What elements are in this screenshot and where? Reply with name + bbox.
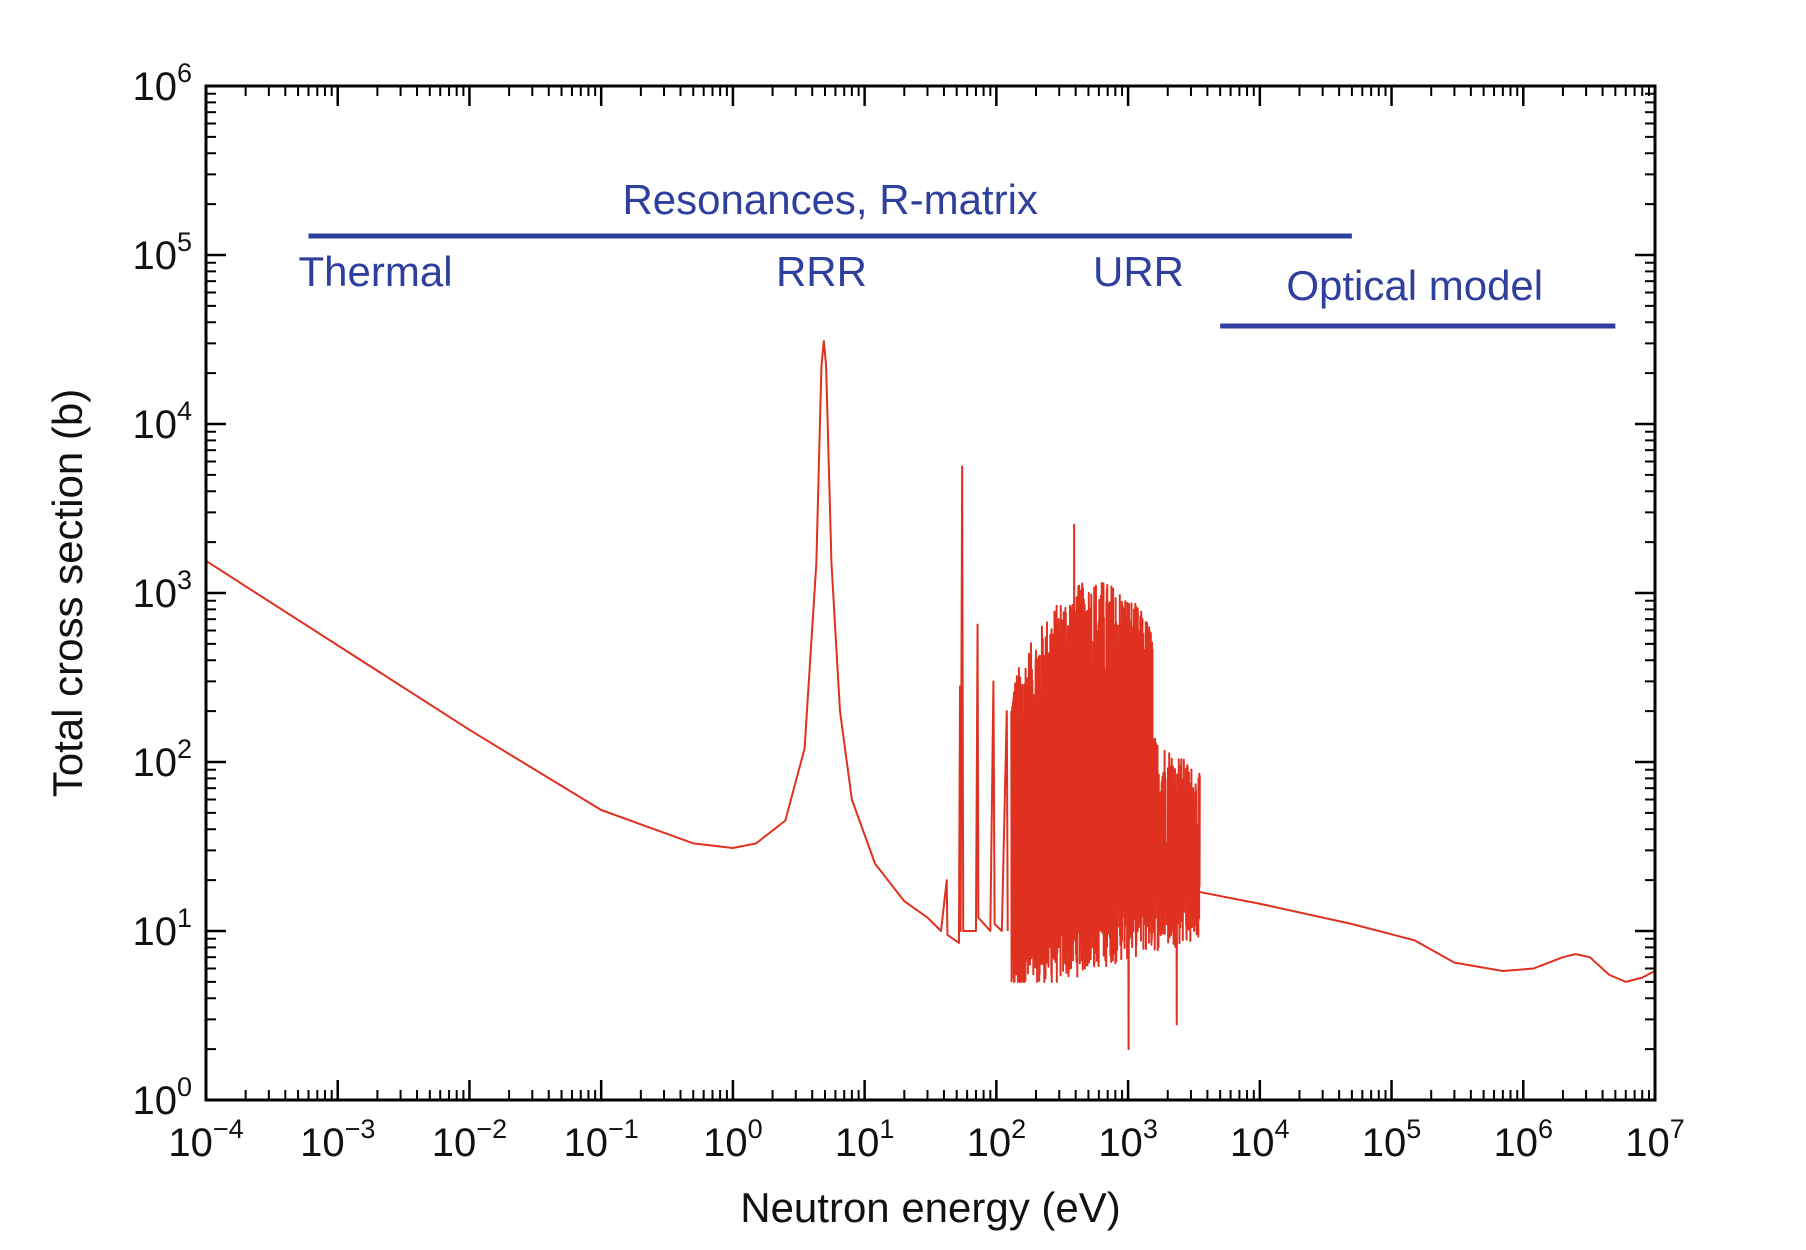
y-tick-label: 105 [132, 227, 192, 278]
x-tick-label: 102 [967, 1114, 1027, 1165]
rrr-label: RRR [776, 248, 867, 295]
x-tick-label: 10−2 [432, 1114, 507, 1165]
resonances-label: Resonances, R-matrix [622, 176, 1037, 223]
axis-ticks [204, 84, 1657, 1102]
cross-section-curve-layer [205, 339, 1656, 1051]
y-tick-label: 104 [132, 396, 192, 447]
urr-label: URR [1093, 248, 1184, 295]
thermal-label: Thermal [299, 248, 453, 295]
x-tick-label: 10−1 [564, 1114, 639, 1165]
x-tick-label: 107 [1625, 1114, 1685, 1165]
y-tick-label: 106 [132, 58, 192, 109]
y-tick-label: 100 [132, 1072, 192, 1123]
x-axis-title: Neutron energy (eV) [740, 1184, 1121, 1231]
optical-model-label: Optical model [1286, 262, 1543, 309]
cross-section-curve-high-energy [1199, 891, 1656, 983]
x-tick-label: 10−4 [168, 1114, 243, 1165]
x-tick-label: 100 [703, 1114, 763, 1165]
x-tick-label: 105 [1362, 1114, 1422, 1165]
y-axis-title: Total cross section (b) [44, 389, 91, 797]
region-annotations: Resonances, R-matrix Thermal RRR URR Opt… [299, 176, 1616, 329]
cross-section-curve-resonance-region [1010, 523, 1201, 1051]
x-tick-label: 103 [1098, 1114, 1158, 1165]
x-tick-label: 106 [1494, 1114, 1554, 1165]
y-tick-label: 101 [132, 903, 192, 954]
x-tick-label: 101 [835, 1114, 895, 1165]
cross-section-curve-low-energy [205, 339, 1009, 944]
x-tick-label: 10−3 [300, 1114, 375, 1165]
x-tick-labels: 10−4 10−3 10−2 10−1 100 101 102 103 104 105 106 107 [168, 1114, 1684, 1165]
y-tick-label: 103 [132, 565, 192, 616]
y-tick-labels: 100 101 102 103 104 105 106 [132, 58, 192, 1123]
y-tick-label: 102 [132, 734, 192, 785]
x-tick-label: 104 [1230, 1114, 1290, 1165]
